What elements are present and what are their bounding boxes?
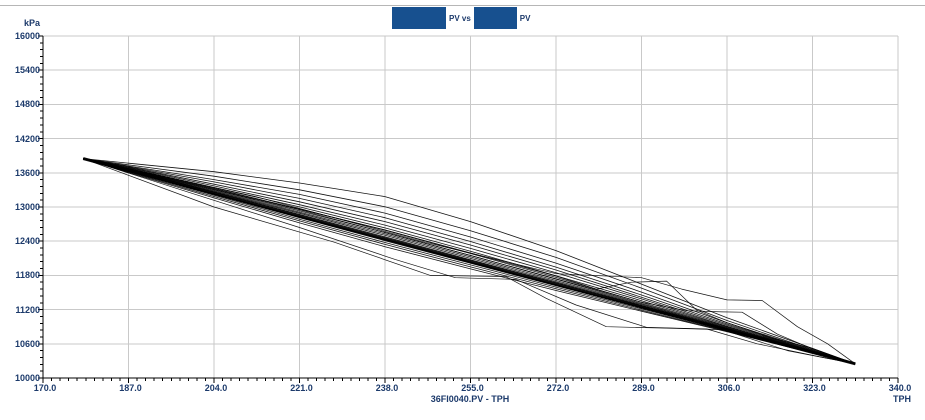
y-tick-label: 15400 (14, 65, 40, 76)
x-tick-label: 255.0 (461, 383, 484, 393)
bump-3 (83, 158, 856, 365)
trace-01 (83, 158, 856, 365)
y-tick-label: 13000 (14, 202, 40, 212)
x-tick-label: 170.0 (33, 383, 57, 393)
x-axis-unit-label: TPH (893, 394, 911, 404)
x-axis-tag-label: 36FI0040.PV - TPH (430, 394, 510, 404)
x-tick-label: 187.0 (119, 383, 142, 393)
outlier-step-2 (83, 158, 856, 365)
trace-15 (83, 158, 856, 365)
trace-02 (83, 158, 856, 365)
redacted-tag-box-1 (392, 7, 446, 29)
trace-03 (83, 158, 856, 365)
redacted-tag-box-2 (473, 7, 517, 29)
top-divider (0, 5, 925, 6)
y-tick-label: 10000 (14, 373, 40, 383)
x-tick-label: 323.0 (803, 383, 826, 393)
y-tick-label: 10600 (14, 338, 40, 349)
bump-2 (83, 158, 856, 365)
y-axis-unit-label: kPa (23, 18, 40, 28)
y-tick-label: 14200 (14, 133, 40, 144)
y-tick-label: 13600 (14, 167, 40, 178)
x-tick-label: 340.0 (888, 383, 912, 393)
y-tick-label: 11800 (15, 270, 40, 281)
bump-1 (83, 158, 856, 365)
x-tick-label: 272.0 (546, 383, 570, 393)
chart-title-text-1: PV vs (449, 13, 471, 23)
y-tick-label: 11200 (15, 304, 40, 315)
y-tick-label: 16000 (14, 31, 40, 41)
trace-04 (83, 158, 856, 365)
x-tick-label: 289.0 (632, 383, 655, 393)
y-tick-label: 14800 (14, 99, 40, 110)
trace-16 (83, 158, 856, 365)
x-tick-label: 204.0 (204, 383, 228, 393)
chart-title: PV vs PV (392, 7, 530, 29)
outlier-step-1 (83, 158, 856, 365)
x-tick-label: 306.0 (717, 383, 741, 393)
trace-17 (83, 158, 856, 365)
trace-06 (83, 158, 856, 365)
y-tick-label: 12400 (14, 236, 40, 247)
x-tick-label: 221.0 (290, 383, 313, 393)
trace-05 (83, 158, 856, 365)
x-tick-label: 238.0 (375, 383, 399, 393)
chart-title-text-2: PV (519, 13, 531, 23)
